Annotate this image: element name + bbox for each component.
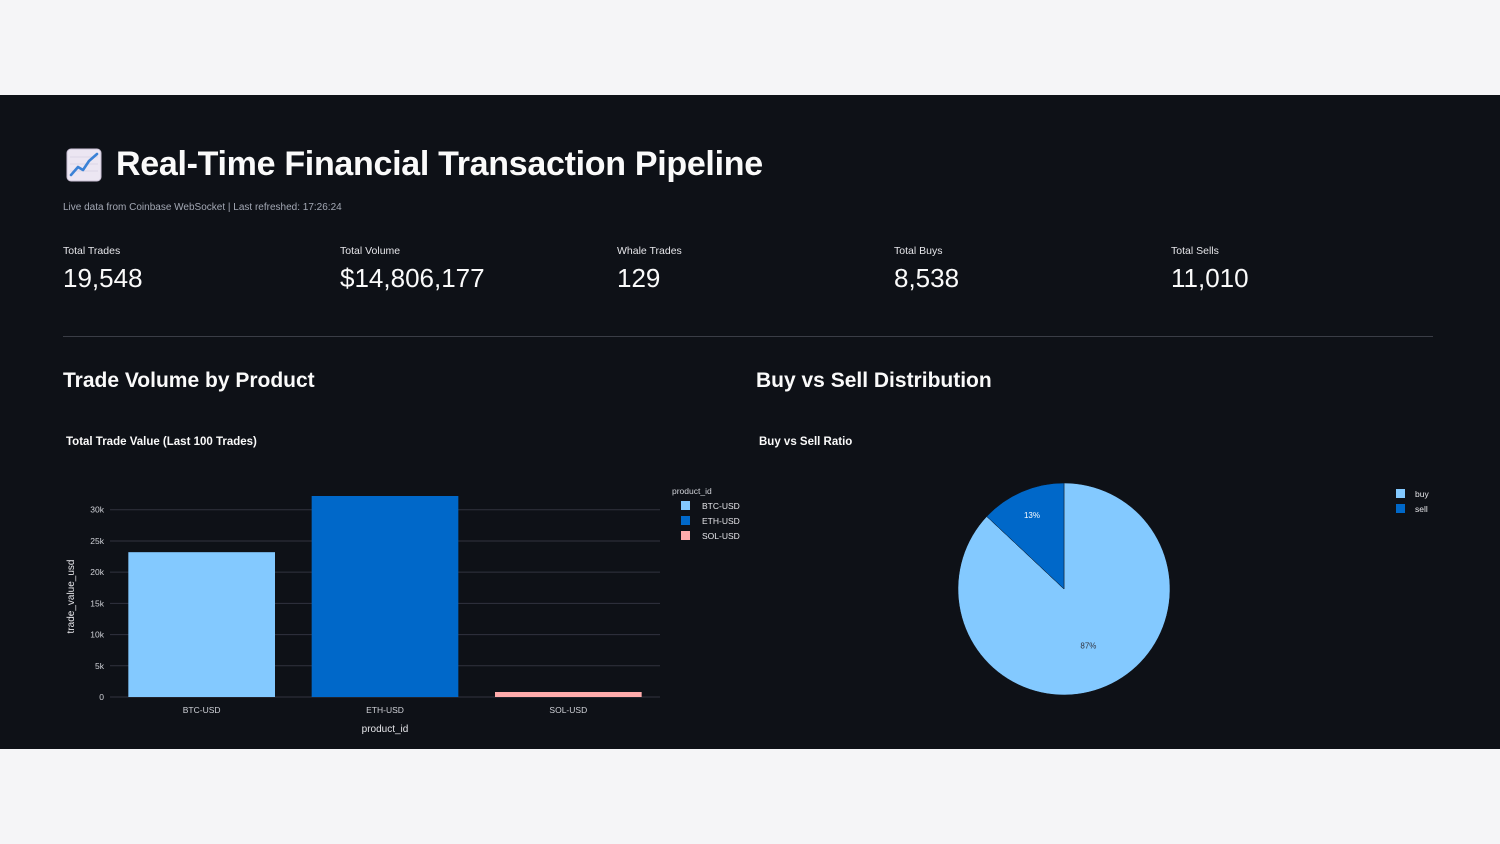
refresh-caption: Live data from Coinbase WebSocket | Last… xyxy=(63,202,342,213)
pie-slice-sell[interactable] xyxy=(986,482,1065,590)
legend-item-sol-usd: SOL-USD xyxy=(702,531,740,541)
y-tick-label: 15k xyxy=(90,598,104,608)
legend-swatch xyxy=(681,501,690,510)
bar-eth-usd[interactable] xyxy=(311,496,459,697)
x-axis-title: product_id xyxy=(362,724,409,735)
legend-item-buy: buy xyxy=(1415,489,1429,499)
metric-value: 19,548 xyxy=(63,263,143,293)
legend-swatch xyxy=(681,531,690,540)
bar-chart-title: Total Trade Value (Last 100 Trades) xyxy=(66,436,257,448)
metric-value: 8,538 xyxy=(894,263,960,293)
pie-chart-title: Buy vs Sell Ratio xyxy=(759,436,853,448)
metric-total-volume: Total Volume $14,806,177 xyxy=(340,245,485,294)
legend-swatch xyxy=(681,516,690,525)
page-title-row: Real-Time Financial Transaction Pipeline xyxy=(66,145,763,184)
y-tick-label: 20k xyxy=(90,567,104,577)
y-axis-title: trade_value_usd xyxy=(66,560,77,634)
x-tick-label: ETH-USD xyxy=(366,705,404,715)
metric-value: 11,010 xyxy=(1171,263,1249,293)
metric-total-sells: Total Sells 11,010 xyxy=(1171,245,1249,294)
y-tick-label: 10k xyxy=(90,630,104,640)
pie-chart[interactable]: 87% 13% buy sell xyxy=(900,475,1460,715)
section-divider xyxy=(63,336,1433,337)
y-tick-label: 30k xyxy=(90,505,104,515)
metric-total-trades: Total Trades 19,548 xyxy=(63,245,143,294)
y-tick-label: 0 xyxy=(99,692,104,702)
legend-item-sell: sell xyxy=(1415,504,1428,514)
metric-whale-trades: Whale Trades 129 xyxy=(617,245,682,294)
legend-swatch xyxy=(1396,504,1405,513)
distribution-section-header: Buy vs Sell Distribution xyxy=(756,369,992,392)
legend-item-eth-usd: ETH-USD xyxy=(702,516,740,526)
bar-sol-usd[interactable] xyxy=(495,692,642,697)
volume-section-header: Trade Volume by Product xyxy=(63,369,315,392)
pie-label-buy: 87% xyxy=(1080,641,1096,650)
metric-label: Total Volume xyxy=(340,245,401,257)
bar-btc-usd[interactable] xyxy=(128,552,275,697)
legend-title: product_id xyxy=(672,486,712,496)
bar-chart[interactable]: 0 5k 10k 15k 20k 25k 30k BTC-USD ETH-USD SOL-USD p… xyxy=(60,480,750,740)
y-tick-label: 5k xyxy=(95,661,105,671)
metric-value: $14,806,177 xyxy=(340,263,485,293)
y-tick-label: 25k xyxy=(90,536,104,546)
x-tick-label: BTC-USD xyxy=(183,705,221,715)
x-tick-label: SOL-USD xyxy=(549,705,587,715)
dashboard-main: Real-Time Financial Transaction Pipeline… xyxy=(0,95,1500,749)
metric-label: Total Buys xyxy=(894,245,943,257)
pie-label-sell: 13% xyxy=(1024,511,1040,520)
legend-item-btc-usd: BTC-USD xyxy=(702,501,740,511)
legend-swatch xyxy=(1396,489,1405,498)
metric-total-buys: Total Buys 8,538 xyxy=(894,245,959,294)
chart-increasing-icon xyxy=(66,148,102,181)
metric-label: Total Trades xyxy=(63,245,121,257)
metric-value: 129 xyxy=(617,263,661,293)
metric-label: Total Sells xyxy=(1171,245,1219,257)
metric-label: Whale Trades xyxy=(617,245,682,257)
page-title: Real-Time Financial Transaction Pipeline xyxy=(116,145,763,183)
